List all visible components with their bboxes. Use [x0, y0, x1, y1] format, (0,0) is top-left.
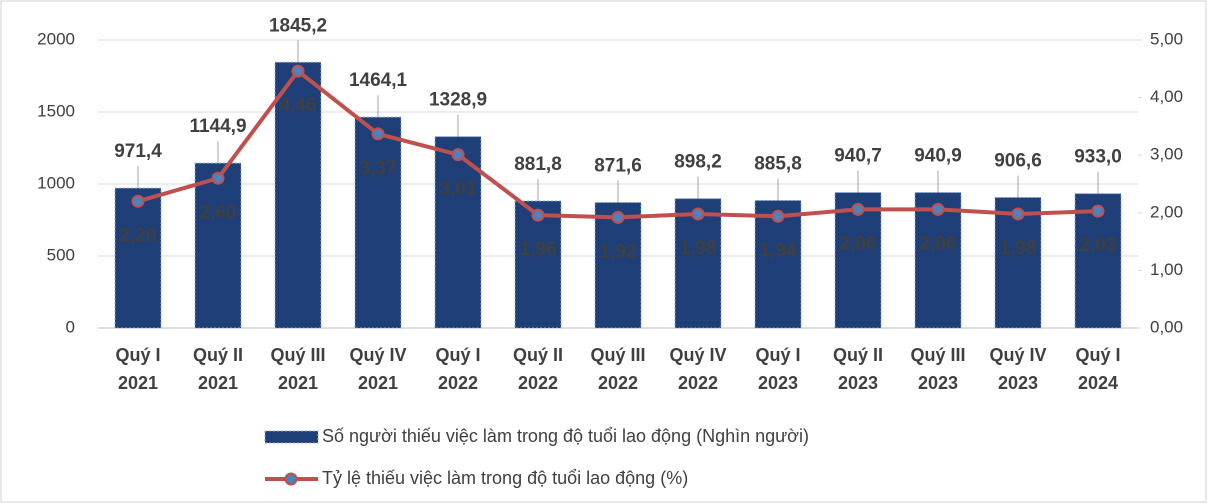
line-marker — [451, 148, 465, 162]
x-tick-label: Quý IV — [989, 345, 1046, 365]
x-tick-label: 2021 — [278, 373, 318, 393]
bar-value-label: 871,6 — [594, 156, 642, 177]
x-tick-label: Quý IV — [669, 345, 726, 365]
x-tick-label: Quý II — [833, 345, 883, 365]
line-value-label: 2,06 — [920, 233, 957, 254]
x-tick-label: 2021 — [358, 373, 398, 393]
x-tick-label: Quý III — [590, 345, 645, 365]
bar-value-label: 885,8 — [754, 153, 802, 174]
x-tick-label: 2021 — [118, 373, 158, 393]
legend-swatch — [264, 430, 319, 444]
y-tick-label: 1000 — [37, 173, 75, 192]
y-tick-label: 1500 — [37, 101, 75, 120]
x-tick-label: 2021 — [198, 373, 238, 393]
line-marker — [851, 202, 865, 216]
bar — [354, 116, 402, 329]
x-tick-label: Quý I — [435, 345, 480, 365]
line-value-label: 3,01 — [440, 179, 477, 200]
x-tick-label: 2023 — [998, 373, 1038, 393]
legend-marker — [284, 472, 298, 486]
y2-tick-label: 4,00 — [1150, 87, 1183, 106]
x-tick-label: 2022 — [678, 373, 718, 393]
line-marker — [691, 207, 705, 221]
bar-value-label: 1144,9 — [189, 116, 246, 137]
line-marker — [291, 64, 305, 78]
bar-value-label: 1845,2 — [269, 15, 327, 36]
x-tick-label: Quý IV — [349, 345, 406, 365]
bar-value-label: 933,0 — [1074, 147, 1122, 168]
y2-tick-label: 3,00 — [1150, 145, 1183, 164]
line-marker — [611, 210, 625, 224]
x-tick-label: Quý II — [193, 345, 243, 365]
y2-tick-label: 0,00 — [1150, 317, 1183, 336]
y-tick-label: 0 — [66, 317, 75, 336]
y2-tick-label: 2,00 — [1150, 202, 1183, 221]
bar — [274, 61, 322, 329]
x-tick-label: Quý I — [115, 345, 160, 365]
line-marker — [771, 209, 785, 223]
x-tick-label: 2023 — [918, 373, 958, 393]
line-value-label: 1,94 — [760, 240, 797, 261]
line-value-label: 2,20 — [120, 225, 157, 246]
bar-value-label: 906,6 — [994, 150, 1042, 171]
x-tick-label: Quý I — [755, 345, 800, 365]
x-tick-label: Quý II — [513, 345, 563, 365]
x-tick-label: Quý III — [270, 345, 325, 365]
x-tick-label: 2024 — [1078, 373, 1118, 393]
line-value-label: 4,46 — [280, 95, 317, 116]
x-tick-label: 2023 — [838, 373, 878, 393]
line-marker — [531, 208, 545, 222]
bar-value-label: 940,7 — [834, 146, 882, 167]
bar — [114, 187, 162, 329]
x-tick-label: 2022 — [438, 373, 478, 393]
x-tick-label: Quý III — [910, 345, 965, 365]
line-value-label: 1,96 — [520, 239, 557, 260]
x-tick-label: 2022 — [518, 373, 558, 393]
bar-value-label: 1464,1 — [349, 70, 408, 91]
line-value-label: 2,03 — [1080, 235, 1117, 256]
bar-value-label: 940,9 — [914, 146, 962, 167]
bar — [194, 162, 242, 329]
bar-value-label: 971,4 — [114, 141, 162, 162]
line-value-label: 3,37 — [360, 158, 397, 179]
line-value-label: 1,92 — [600, 241, 637, 262]
line-value-label: 2,06 — [840, 233, 877, 254]
y-tick-label: 2000 — [37, 29, 75, 48]
line-marker — [1091, 204, 1105, 218]
y2-tick-label: 1,00 — [1150, 260, 1183, 279]
line-value-label: 1,98 — [1000, 238, 1037, 259]
bar-value-label: 898,2 — [674, 152, 722, 173]
x-tick-label: Quý I — [1075, 345, 1120, 365]
line-value-label: 1,98 — [680, 238, 717, 259]
bar-value-label: 1328,9 — [429, 90, 487, 111]
x-tick-label: 2023 — [758, 373, 798, 393]
line-marker — [131, 194, 145, 208]
y2-tick-label: 5,00 — [1150, 29, 1183, 48]
line-marker — [371, 127, 385, 141]
line-marker — [931, 202, 945, 216]
y-tick-label: 500 — [47, 245, 75, 264]
line-marker — [1011, 207, 1025, 221]
legend-label: Số người thiếu việc làm trong độ tuổi la… — [322, 426, 809, 446]
legend-label: Tỷ lệ thiếu việc làm trong độ tuổi lao đ… — [322, 468, 688, 488]
x-tick-label: 2022 — [598, 373, 638, 393]
bar — [514, 200, 562, 329]
line-marker — [211, 171, 225, 185]
bar-value-label: 881,8 — [514, 154, 562, 175]
line-value-label: 2,60 — [200, 202, 237, 223]
